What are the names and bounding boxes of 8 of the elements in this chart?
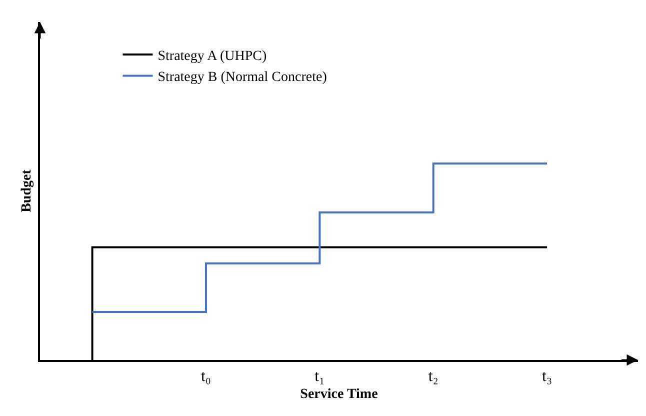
legend-label: Strategy B (Normal Concrete) [158,70,328,86]
x-tick-label: t₁ [314,368,325,385]
x-tick-label: t₀ [200,368,211,385]
x-tick-label: t₂ [428,368,438,385]
y-axis-title: Budget [19,169,34,212]
x-axis-title: Service Time [300,386,378,402]
x-tick-label: t₃ [542,368,552,385]
legend-label: Strategy A (UHPC) [158,48,267,64]
